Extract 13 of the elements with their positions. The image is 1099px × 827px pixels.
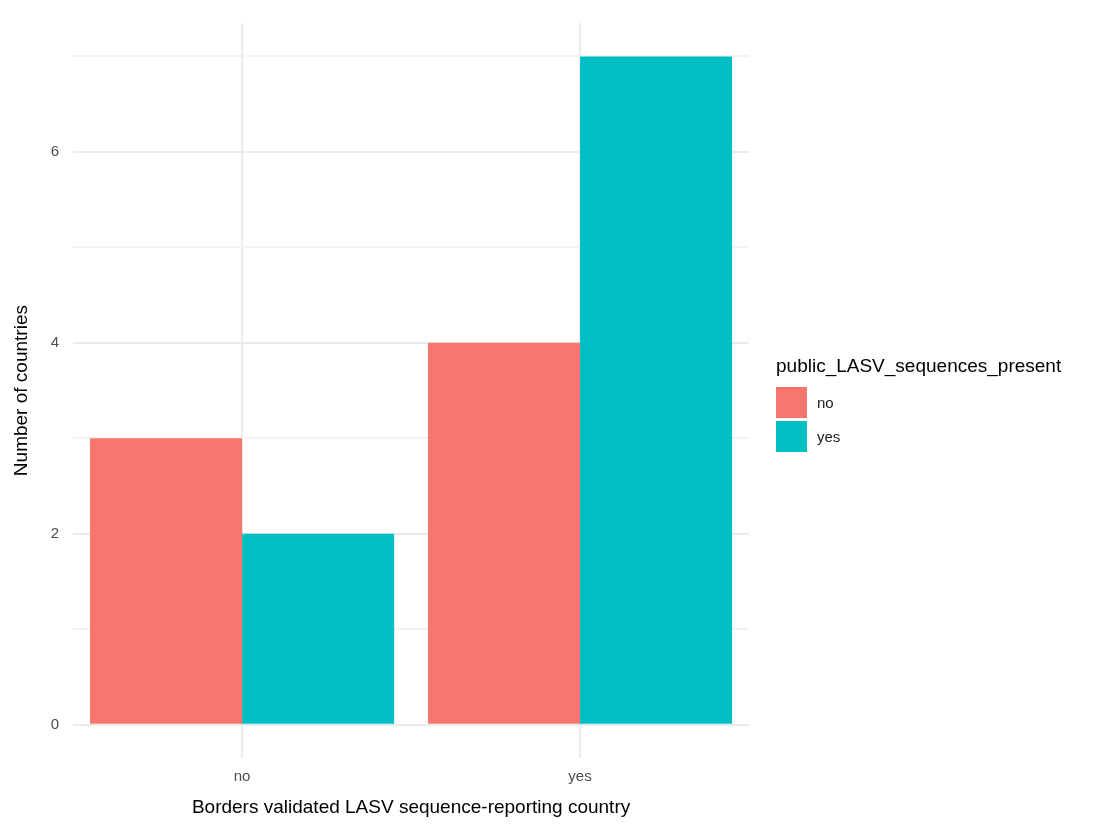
y-tick-label: 0 (50, 714, 60, 732)
legend-title: public_LASV_sequences_present (776, 355, 1062, 377)
y-tick-label: 4 (50, 333, 60, 350)
bar (242, 533, 395, 724)
x-axis-title: Borders validated LASV sequence-reporting country (191, 795, 631, 817)
legend-label: yes (817, 427, 841, 445)
legend-label: no (817, 393, 834, 411)
bar (427, 342, 581, 724)
y-axis-title: Number of countries (9, 305, 31, 477)
bar (90, 438, 243, 724)
y-tick-label: 2 (50, 523, 60, 541)
bar (580, 56, 733, 724)
y-tick-label: 6 (50, 142, 60, 160)
